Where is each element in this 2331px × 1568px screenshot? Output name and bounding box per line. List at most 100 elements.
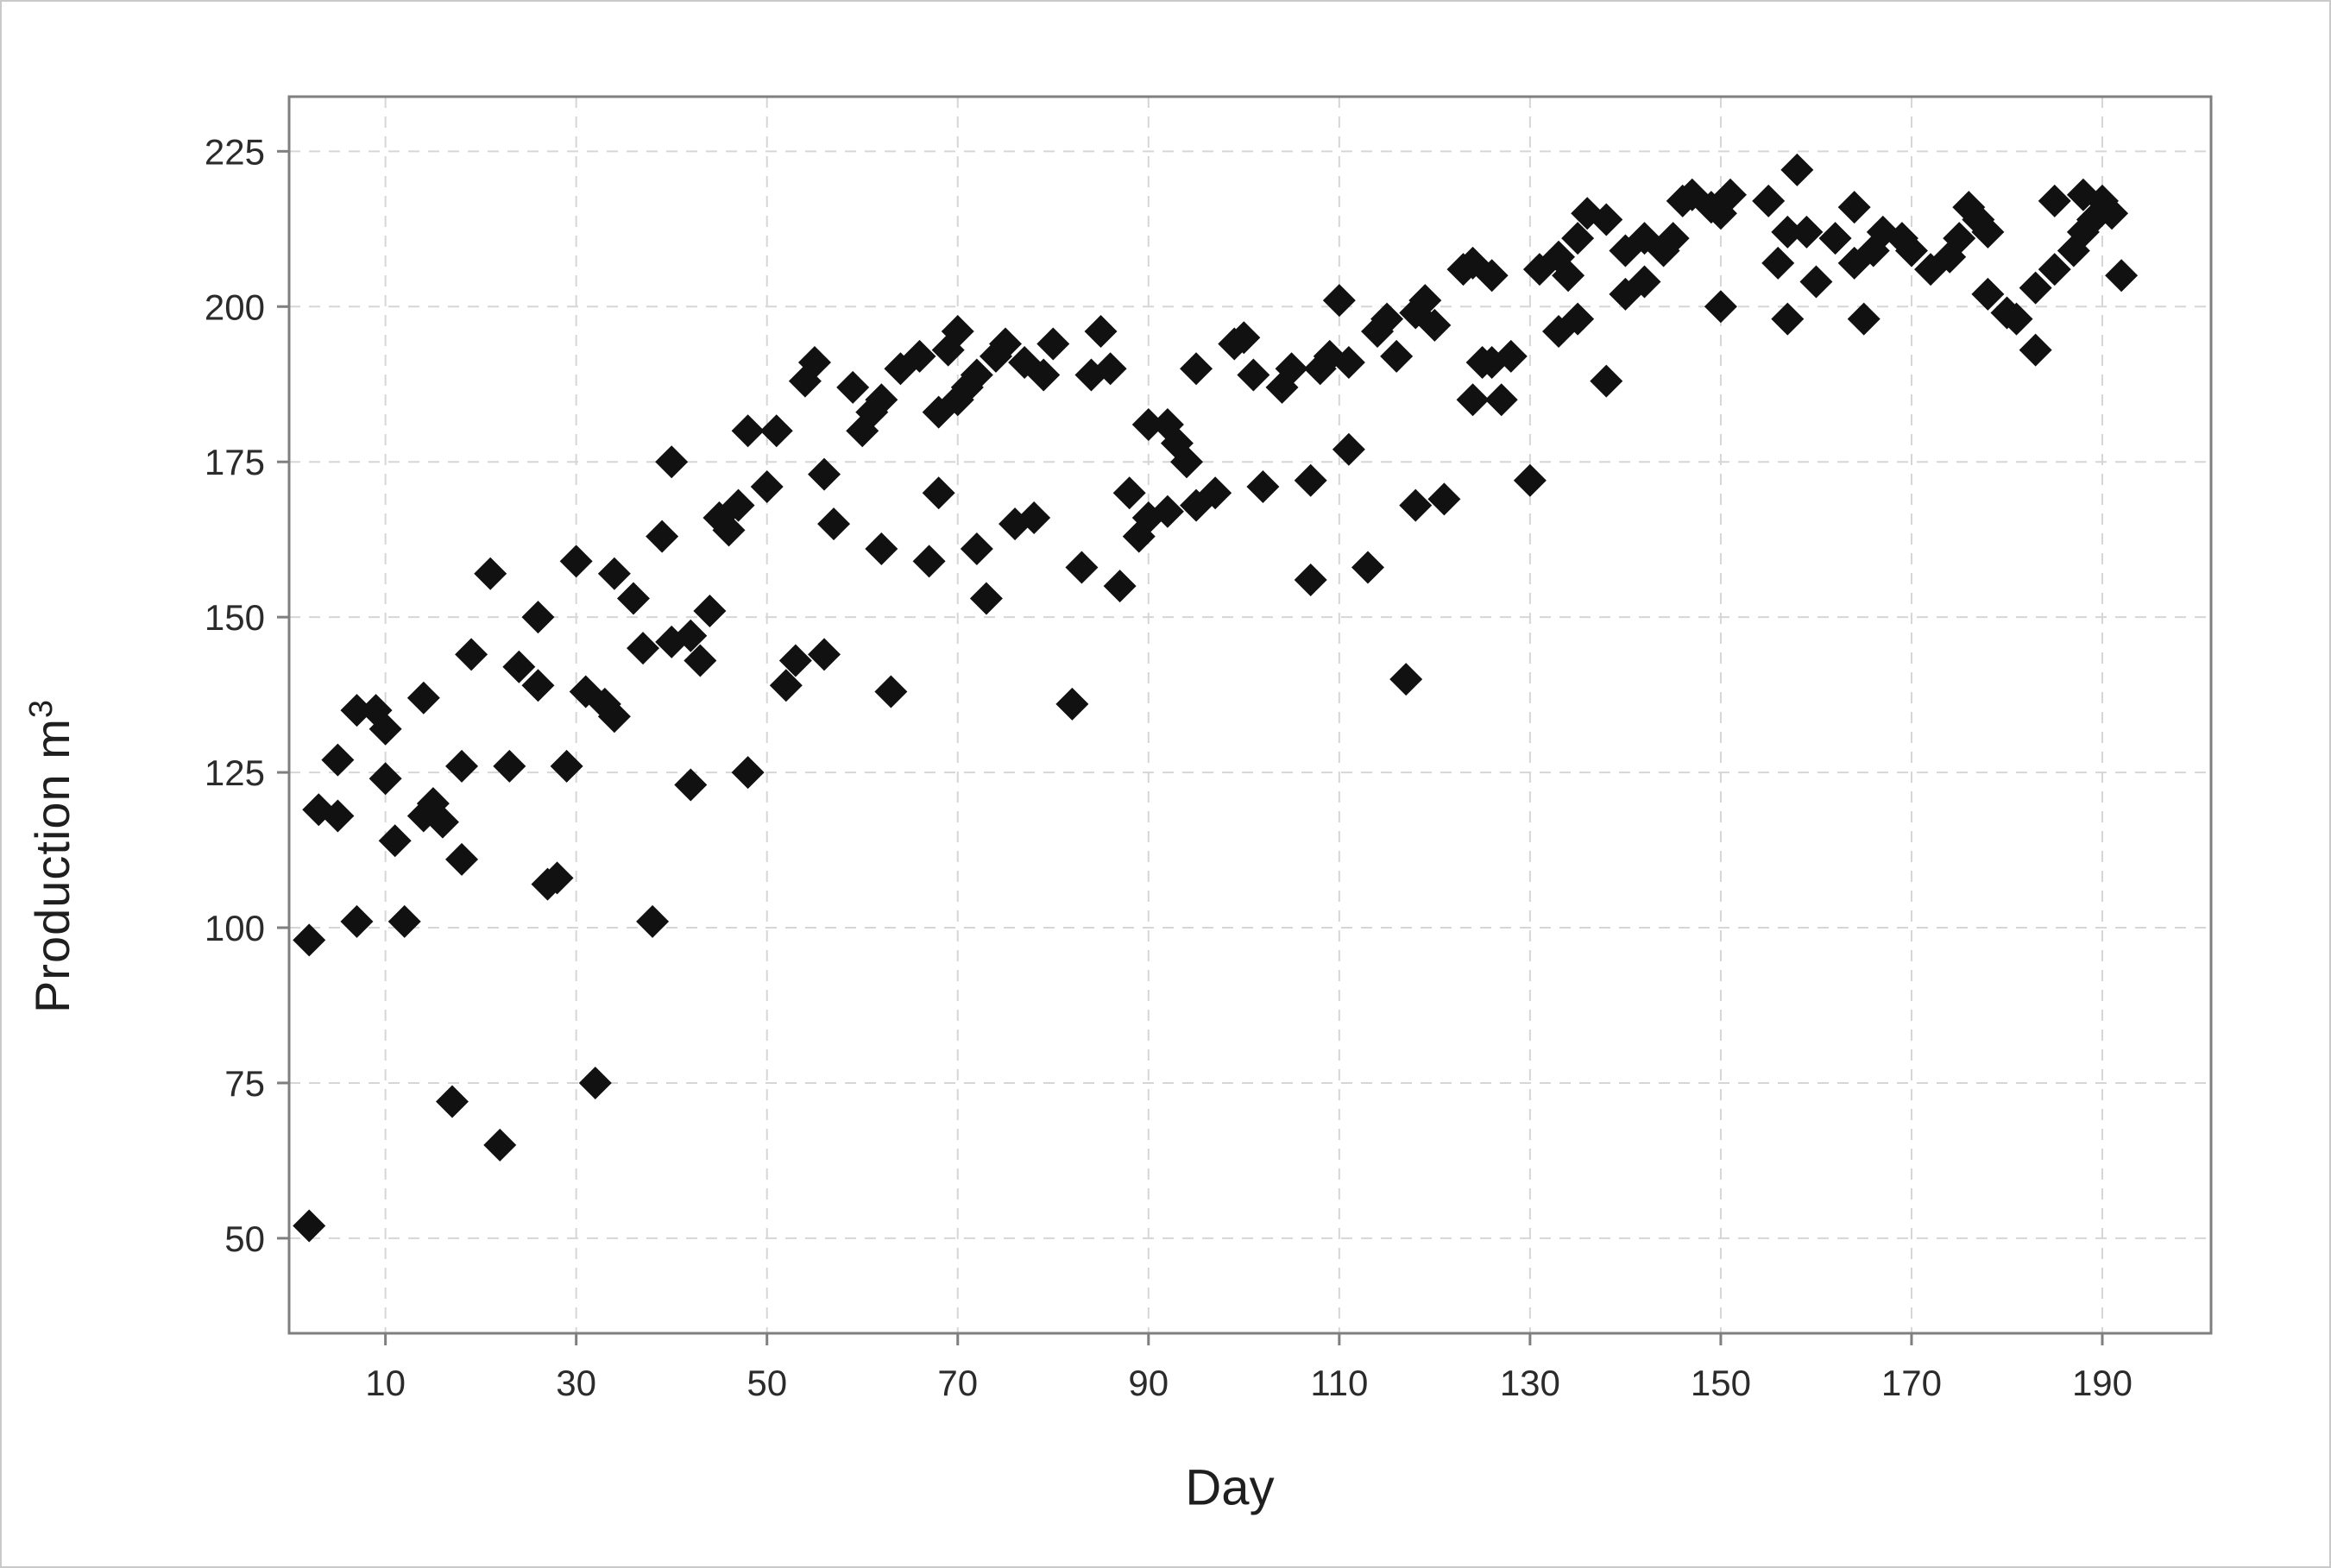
data-point-diamond [693,594,727,627]
data-point-diamond [293,1209,326,1243]
data-point-diamond [731,414,765,448]
data-point-diamond [2019,271,2052,305]
data-point-diamond [1351,551,1384,584]
data-point-diamond [2019,333,2052,367]
data-point-diamond [808,457,841,491]
data-point-diamond [2038,184,2071,217]
y-tick-label: 100 [205,908,265,948]
data-point-diamond [1971,215,2005,249]
data-point-diamond [1418,308,1452,342]
data-point-diamond [1036,327,1070,361]
data-point-diamond [1093,352,1127,386]
data-point-diamond [750,469,784,503]
data-point-diamond [808,638,841,671]
data-point-diamond [1380,339,1414,373]
data-point-diamond [369,712,402,746]
data-point-diamond [1027,358,1061,392]
y-tick-label: 75 [224,1063,265,1104]
data-point-diamond [2038,253,2071,287]
data-point-diamond [1952,191,1986,224]
data-point-diamond [1055,687,1089,721]
data-point-diamond [1332,346,1365,380]
y-axis-title-superscript: 3 [23,698,60,719]
data-point-diamond [1484,383,1518,417]
data-point-diamond [493,749,526,783]
data-point-diamond [922,476,955,510]
data-point-diamond [1246,469,1280,503]
data-point-diamond [941,315,974,349]
data-point-diamond [865,383,898,417]
data-point-diamond [406,681,440,715]
x-tick-label: 10 [365,1363,406,1403]
data-point-diamond [321,799,355,833]
x-tick-label: 70 [937,1363,978,1403]
data-point-diamond [445,749,479,783]
data-point-diamond [2105,259,2139,293]
data-point-diamond [1590,203,1623,236]
data-point-diamond [597,700,631,734]
data-point-diamond [989,327,1023,361]
y-tick-label: 200 [205,287,265,327]
data-point-diamond [1237,358,1270,392]
data-point-diamond [731,756,765,790]
tick-marks [277,149,2104,1345]
x-tick-label: 110 [1310,1363,1368,1403]
data-point-diamond [1227,321,1261,355]
data-point-diamond [1513,463,1547,497]
data-point-diamond [960,358,993,392]
data-point-diamond [836,370,870,404]
data-point-diamond [1943,222,1976,255]
data-point-diamond [1170,445,1204,479]
data-point-diamond [1628,265,1661,299]
data-point-diamond [817,507,851,541]
data-point-diamond [1199,476,1232,510]
data-point-diamond [1150,494,1184,528]
x-tick-label: 190 [2072,1363,2133,1403]
data-point-diamond [1818,222,1852,255]
data-point-diamond [759,414,793,448]
y-tick-label: 150 [205,597,265,638]
data-point-diamond [797,346,831,380]
data-point-diamond [903,339,936,373]
data-point-diamond [769,669,803,702]
data-point-diamond [340,694,374,727]
data-point-diamond [1065,551,1099,584]
y-tick-label: 225 [205,131,265,172]
data-point-diamond [369,762,402,796]
data-point-diamond [865,532,898,565]
data-point-diamond [1103,570,1137,603]
data-point-diamond [960,532,993,565]
x-tick-label: 170 [1881,1363,1942,1403]
y-axis-title: Production m3 [23,699,80,1013]
x-tick-label: 50 [747,1363,787,1403]
data-point-diamond [1389,663,1423,696]
data-point-diamond [1180,352,1213,386]
y-tick-labels: 50 75 100 125 150 175 200 225 [205,131,265,1259]
data-point-diamond [1713,178,1747,211]
x-tick-label: 30 [556,1363,596,1403]
data-point-diamond [378,824,412,858]
data-point-diamond [1332,432,1365,466]
data-point-diamond [1084,315,1118,349]
data-point-diamond [721,488,755,522]
data-point-diamond [646,520,679,553]
data-point-diamond [1561,302,1595,336]
data-point-diamond [1294,463,1327,497]
data-point-diamond [1847,302,1881,336]
data-point-diamond [559,545,593,578]
x-axis-title: Day [1185,1459,1275,1516]
data-point-diamond [597,557,631,590]
data-point-diamond [616,582,650,615]
data-point-diamond [778,644,812,677]
data-point-diamond [293,923,326,957]
data-point-diamond [521,601,555,634]
data-point-diamond [1704,290,1737,324]
data-point-diamond [1894,234,1928,268]
data-point-diamond [1590,364,1623,398]
y-tick-label: 50 [224,1219,265,1259]
data-points [293,153,2139,1243]
data-point-diamond [627,632,660,665]
data-point-diamond [1456,383,1490,417]
data-point-diamond [387,904,421,938]
